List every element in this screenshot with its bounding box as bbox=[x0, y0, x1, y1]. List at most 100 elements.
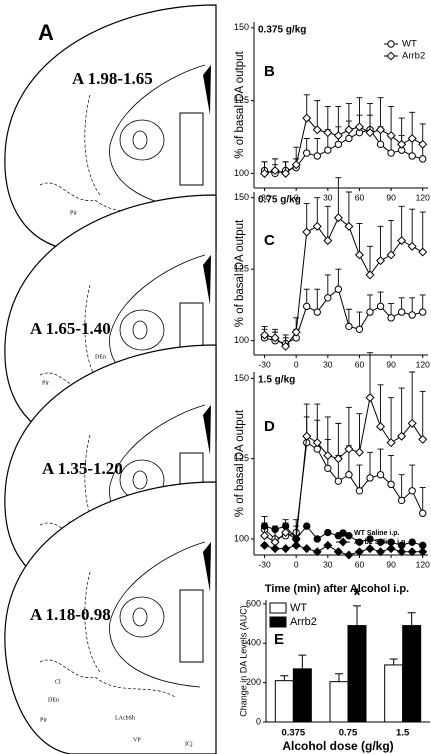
y-tick-label: 150 bbox=[234, 22, 249, 32]
bar bbox=[384, 664, 404, 723]
data-point bbox=[376, 547, 386, 557]
data-point bbox=[312, 125, 322, 135]
data-point bbox=[281, 168, 291, 178]
x-tick-label: 60 bbox=[355, 192, 365, 202]
region-label: DEn bbox=[48, 697, 59, 703]
legend-marker bbox=[338, 537, 348, 547]
data-point bbox=[345, 322, 353, 331]
data-point bbox=[418, 434, 428, 444]
data-point bbox=[281, 522, 290, 530]
error-bar bbox=[388, 106, 395, 136]
series-line bbox=[264, 441, 424, 540]
data-point bbox=[324, 146, 332, 154]
y-tick-label: 150 bbox=[234, 192, 249, 202]
commissure bbox=[119, 119, 165, 161]
legend-label: WT bbox=[402, 39, 417, 50]
data-point bbox=[397, 496, 406, 505]
data-point bbox=[291, 160, 301, 170]
x-tick-label: 0 bbox=[294, 559, 299, 569]
panel-label: C bbox=[264, 232, 275, 249]
data-point bbox=[407, 547, 417, 557]
error-bar bbox=[377, 384, 384, 427]
x-tick-label: 90 bbox=[386, 559, 396, 569]
data-point bbox=[376, 422, 386, 432]
data-point bbox=[344, 221, 354, 231]
section-label: A 1.65-1.40 bbox=[30, 319, 111, 338]
error-bar bbox=[409, 371, 416, 424]
legend-label: WT Saline i.p. bbox=[354, 530, 400, 537]
error-bar bbox=[419, 390, 426, 440]
y-tick-label: 200 bbox=[246, 677, 261, 687]
error-bar bbox=[314, 288, 321, 313]
panel-label: D bbox=[264, 418, 275, 435]
error-bar bbox=[367, 245, 373, 275]
error-bar bbox=[398, 205, 405, 241]
bar bbox=[329, 681, 349, 723]
legend-label: Arrb2 Saline i.p. bbox=[354, 539, 407, 546]
region-label: ICj bbox=[185, 741, 193, 747]
error-bar bbox=[389, 658, 398, 665]
error-bar bbox=[324, 416, 331, 456]
data-point bbox=[354, 122, 364, 132]
data-point bbox=[323, 236, 333, 246]
y-tick-label: 100 bbox=[234, 533, 249, 543]
panel-label: E bbox=[274, 631, 284, 648]
x-tick-label: 30 bbox=[323, 559, 333, 569]
data-point bbox=[313, 535, 321, 543]
data-point bbox=[408, 152, 416, 160]
y-tick-label: 100 bbox=[234, 168, 249, 178]
sampling-box bbox=[179, 112, 204, 186]
panel-a: A 1.98-1.65PirICjA 1.65-1.40PirDEnICjA 1… bbox=[4, 4, 217, 754]
data-point bbox=[419, 509, 427, 517]
data-point bbox=[408, 487, 416, 495]
data-point bbox=[366, 535, 374, 543]
data-point bbox=[291, 540, 301, 550]
data-point bbox=[418, 247, 428, 257]
error-bar bbox=[356, 223, 363, 255]
data-point bbox=[418, 547, 428, 557]
brain-contour bbox=[39, 182, 176, 221]
x-tick-label: 90 bbox=[386, 192, 396, 202]
x-tick-label: 120 bbox=[416, 192, 430, 202]
data-point bbox=[408, 538, 416, 546]
bar bbox=[402, 625, 422, 723]
brain-contour bbox=[84, 94, 101, 196]
data-point bbox=[345, 134, 353, 143]
error-bar bbox=[388, 220, 395, 255]
data-point bbox=[260, 540, 270, 550]
data-point bbox=[387, 149, 395, 157]
commissure bbox=[119, 596, 165, 638]
section-label: A 1.98-1.65 bbox=[72, 69, 153, 88]
error-bar bbox=[356, 464, 363, 491]
data-point bbox=[313, 152, 321, 160]
data-point bbox=[271, 525, 279, 534]
data-point bbox=[270, 166, 280, 176]
data-point bbox=[354, 447, 364, 457]
y-tick-label: 150 bbox=[234, 373, 249, 383]
data-point bbox=[376, 302, 385, 311]
data-point bbox=[324, 294, 332, 302]
data-point bbox=[354, 547, 364, 557]
section-label: A 1.35-1.20 bbox=[42, 459, 123, 478]
commissure bbox=[119, 309, 165, 351]
data-point bbox=[291, 327, 301, 337]
error-bar bbox=[398, 474, 405, 501]
error-bar bbox=[324, 205, 331, 241]
error-bar bbox=[280, 675, 289, 681]
probe-track bbox=[203, 255, 211, 305]
probe-track bbox=[203, 65, 211, 115]
data-point bbox=[334, 140, 343, 149]
data-point bbox=[312, 438, 322, 448]
error-bar bbox=[335, 422, 342, 459]
data-point bbox=[387, 480, 395, 489]
data-point bbox=[270, 333, 280, 343]
data-point bbox=[324, 528, 332, 537]
data-point bbox=[397, 431, 407, 441]
brain-contour bbox=[39, 372, 176, 411]
x-axis-label: Alcohol dose (g/kg) bbox=[282, 739, 393, 753]
error-bar bbox=[377, 97, 384, 130]
legend-label: WT bbox=[290, 602, 307, 614]
annotation: 1.5 g/kg bbox=[258, 375, 295, 386]
brain-contour bbox=[39, 522, 176, 561]
